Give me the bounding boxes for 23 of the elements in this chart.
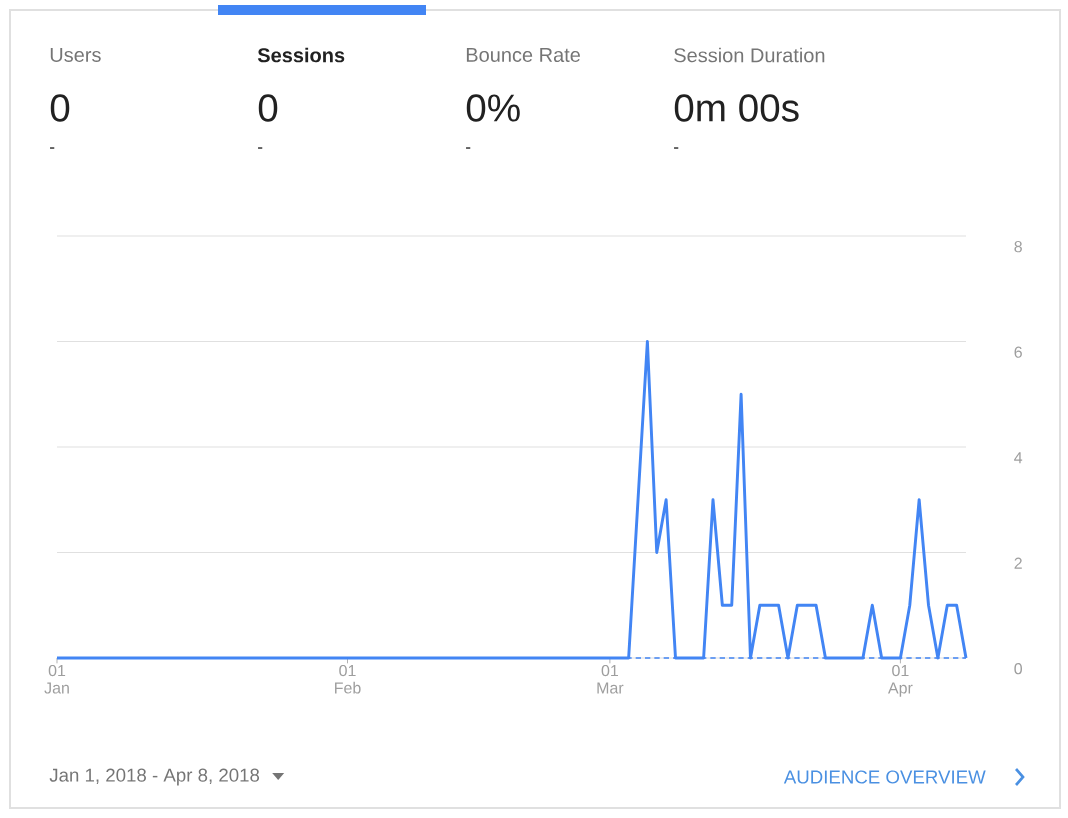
x-tick-label: 01 Jan xyxy=(44,664,69,694)
y-tick-label: 6 xyxy=(1014,346,1022,358)
text: 0m 00s xyxy=(674,94,799,122)
text: - xyxy=(674,147,679,149)
text: - xyxy=(466,147,471,149)
text: AUDIENCE OVERVIEW xyxy=(783,770,986,784)
y-tick-label: 0 xyxy=(1014,663,1023,675)
y-tick-label: 4 xyxy=(1014,452,1023,464)
y-tick-label: 8 xyxy=(1014,241,1022,253)
text: 0 xyxy=(258,94,278,122)
text: Sessions xyxy=(257,47,345,63)
text: Jan 1, 2018 - Apr 8, 2018 xyxy=(49,768,260,786)
text: 0 xyxy=(50,94,70,122)
text: - xyxy=(258,147,263,149)
text: Users xyxy=(50,48,101,62)
y-tick-label: 2 xyxy=(1014,557,1022,569)
text: - xyxy=(50,147,55,149)
x-tick-label: 01 Mar xyxy=(597,664,624,694)
text: Session Duration xyxy=(674,47,825,63)
text: Bounce Rate xyxy=(466,48,580,62)
text: 0% xyxy=(466,94,520,122)
x-tick-label: 01 Feb xyxy=(335,664,361,694)
x-tick-label: 01 Apr xyxy=(887,664,913,697)
